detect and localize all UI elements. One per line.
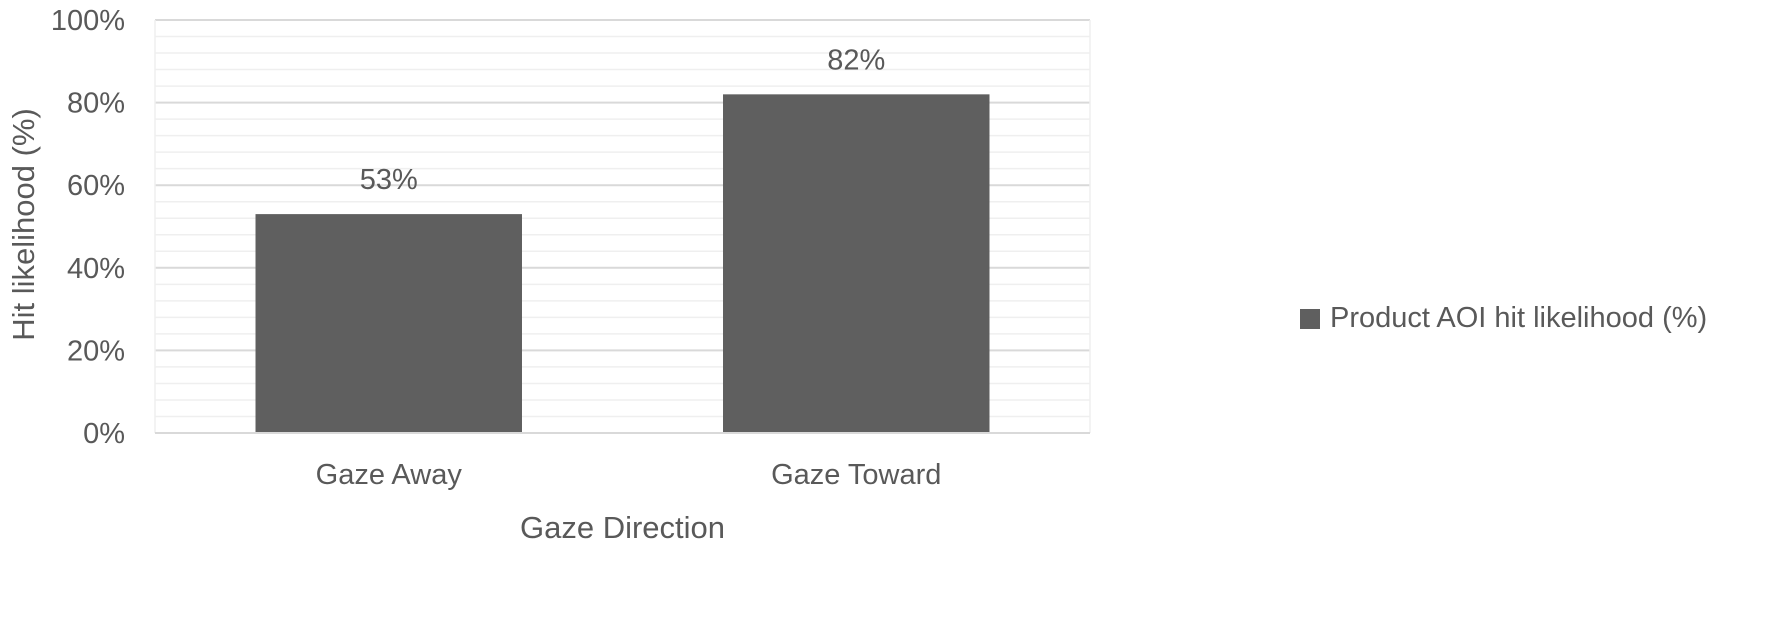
y-tick-label: 40%	[67, 253, 125, 285]
axes: 0% 20% 40% 60% 80% 100% Gaze Away Gaze Toward	[51, 5, 1090, 491]
y-axis-title: Hit likelihood (%)	[6, 108, 41, 341]
data-label: 82%	[827, 44, 885, 76]
bars	[255, 94, 990, 433]
legend-label: Product AOI hit likelihood (%)	[1330, 302, 1708, 334]
x-tick-label: Gaze Toward	[771, 459, 941, 491]
y-tick-label: 0%	[83, 418, 125, 450]
bar	[723, 94, 990, 433]
legend: Product AOI hit likelihood (%)	[1300, 302, 1707, 335]
bar	[255, 214, 522, 433]
y-tick-label: 60%	[67, 170, 125, 202]
data-labels: 53% 82%	[360, 44, 886, 196]
x-tick-label: Gaze Away	[316, 459, 463, 491]
data-label: 53%	[360, 164, 418, 196]
y-tick-label: 20%	[67, 335, 125, 367]
legend-swatch	[1300, 308, 1320, 329]
y-tick-label: 80%	[67, 88, 125, 120]
x-axis-title: Gaze Direction	[520, 510, 725, 545]
y-tick-label: 100%	[51, 5, 125, 37]
